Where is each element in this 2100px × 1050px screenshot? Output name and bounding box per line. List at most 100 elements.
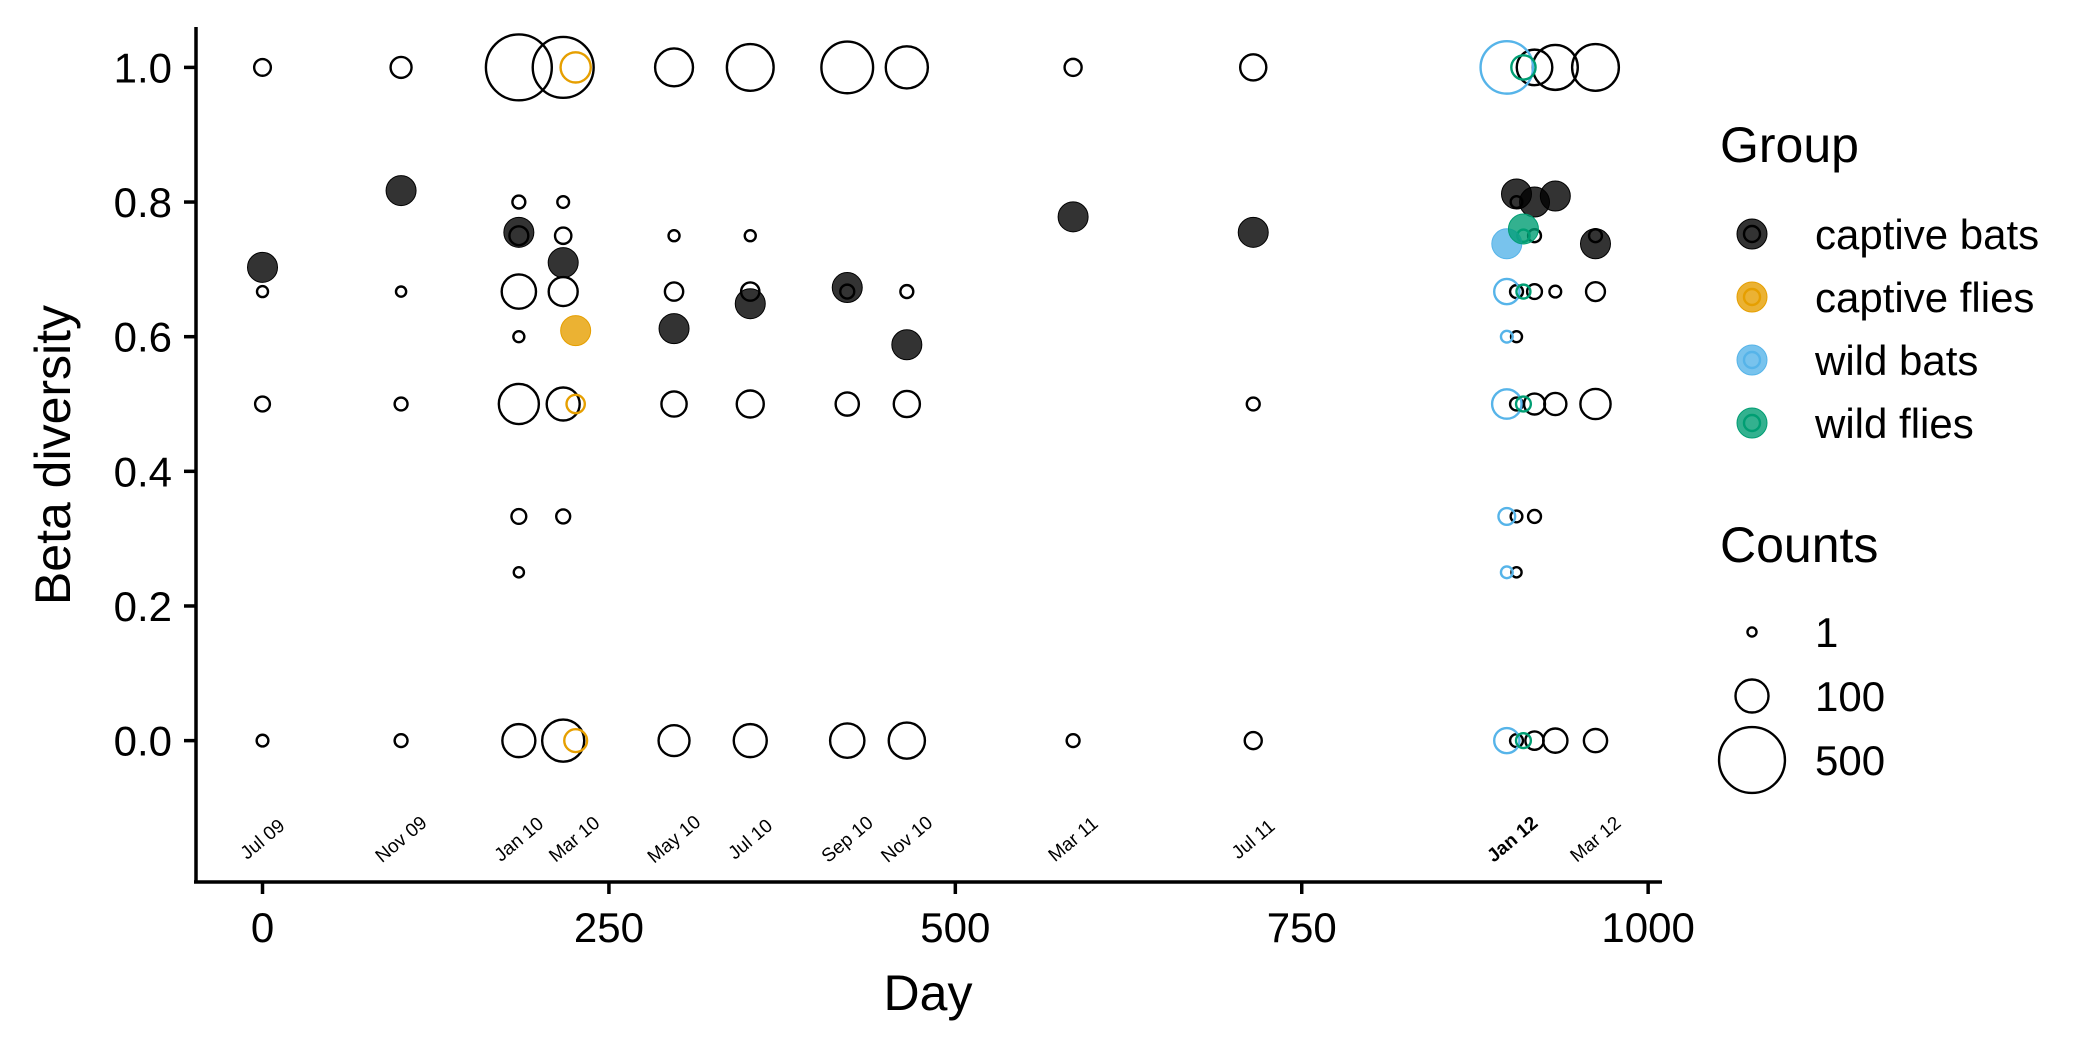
count-marker-captive-bats <box>820 40 875 95</box>
count-marker-captive-bats <box>653 47 695 88</box>
count-marker-captive-bats <box>253 395 272 413</box>
legend-key-captive-bats <box>1736 218 1768 250</box>
count-marker-captive-bats <box>667 228 681 243</box>
count-marker-captive-bats <box>393 396 409 412</box>
legend-key-captive-flies <box>1736 281 1768 313</box>
count-marker-captive-flies <box>563 728 589 754</box>
count-marker-captive-bats <box>884 45 930 90</box>
count-marker-captive-bats <box>497 382 541 426</box>
count-marker-captive-bats <box>545 386 581 422</box>
legend-key-ring-wild-bats <box>1742 350 1762 370</box>
count-marker-wild-bats <box>1493 277 1521 306</box>
mean-marker-captive-flies <box>560 315 592 347</box>
count-marker-captive-bats <box>1579 387 1612 421</box>
count-marker-captive-bats <box>1515 48 1554 87</box>
y-axis-label: Beta diversity <box>25 305 81 605</box>
legend-label-wild-flies: wild flies <box>1814 400 1974 447</box>
count-marker-wild-flies <box>1514 395 1533 413</box>
legend-label-wild-bats: wild bats <box>1814 337 1978 384</box>
mean-marker-captive-bats <box>1539 180 1571 212</box>
date-label: May 10 <box>644 812 705 868</box>
mean-marker-captive-bats <box>247 251 279 283</box>
count-marker-wild-bats <box>1499 565 1514 580</box>
count-marker-captive-bats <box>556 194 571 210</box>
mean-markers <box>247 175 1611 361</box>
date-label: Mar 12 <box>1567 813 1626 867</box>
count-marker-captive-bats <box>1509 509 1524 524</box>
count-marker-captive-bats <box>828 722 866 759</box>
date-label: Jan 10 <box>491 813 548 866</box>
count-marker-captive-bats <box>1548 284 1563 299</box>
date-label: Sep 10 <box>818 812 878 867</box>
date-label: Nov 10 <box>877 812 937 867</box>
y-tick-label: 0.4 <box>114 448 172 495</box>
y-tick-label: 0.6 <box>114 314 172 361</box>
legend-count-key <box>1746 626 1758 638</box>
mean-marker-captive-bats <box>1579 228 1611 260</box>
count-marker-wild-bats <box>1490 388 1523 420</box>
mean-marker-captive-bats <box>831 272 863 304</box>
count-marker-captive-bats <box>735 389 765 419</box>
count-marker-captive-bats <box>892 389 922 419</box>
mean-marker-captive-bats <box>503 216 535 248</box>
count-marker-captive-bats <box>393 732 409 749</box>
y-tick-label: 0.2 <box>114 583 172 630</box>
count-marker-captive-bats <box>1584 280 1607 303</box>
mean-marker-captive-bats <box>547 247 579 279</box>
y-tick-label: 0.8 <box>114 179 172 226</box>
count-marker-captive-bats <box>252 57 273 77</box>
date-label: Mar 11 <box>1045 813 1103 866</box>
count-marker-captive-bats <box>1238 53 1268 82</box>
legend-key-wild-bats <box>1736 344 1768 376</box>
legend-label-captive-flies: captive flies <box>1815 274 2034 321</box>
count-marker-captive-bats <box>732 722 768 759</box>
count-marker-captive-bats <box>1243 730 1263 751</box>
count-marker-captive-bats <box>660 390 688 418</box>
count-marker-captive-flies <box>565 393 587 415</box>
count-marker-captive-bats <box>657 723 691 758</box>
date-label: Jul 09 <box>237 815 289 864</box>
legend-group-title: Group <box>1720 117 1859 173</box>
count-marker-captive-bats <box>484 33 553 102</box>
x-tick-label: 0 <box>251 904 274 951</box>
count-marker-wild-bats <box>1497 506 1517 526</box>
count-marker-captive-bats <box>743 228 757 243</box>
count-marker-captive-bats <box>512 329 526 344</box>
count-marker-captive-bats <box>553 226 573 246</box>
legend-count-label: 1 <box>1815 609 1838 656</box>
count-marker-captive-bats <box>555 508 572 525</box>
x-axis-label: Day <box>884 965 973 1021</box>
date-label: Jul 10 <box>725 815 777 864</box>
legend-key-ring-wild-flies <box>1742 413 1762 433</box>
count-marker-captive-bats <box>531 35 595 100</box>
date-label: Jul 11 <box>1228 816 1279 864</box>
legend-count-key <box>1734 678 1770 714</box>
legend-label-captive-bats: captive bats <box>1815 211 2039 258</box>
legend: Group captive bats captive flies wild bats… <box>1717 117 2039 795</box>
count-marker-captive-bats <box>1543 391 1568 417</box>
date-label: Nov 09 <box>372 812 432 867</box>
x-tick-label: 250 <box>574 904 644 951</box>
count-marker-captive-bats <box>511 194 527 210</box>
mean-marker-captive-bats <box>1057 201 1089 233</box>
legend-key-wild-flies <box>1736 407 1768 439</box>
legend-group-entries: captive bats captive flies wild bats wild f… <box>1736 211 2039 447</box>
count-marker-captive-bats <box>255 733 270 748</box>
count-marker-captive-bats <box>500 273 538 310</box>
count-marker-wild-bats <box>1499 329 1514 344</box>
count-marker-captive-bats <box>394 285 408 298</box>
count-marker-captive-bats <box>1526 508 1543 525</box>
date-label: Jan 12 <box>1483 813 1542 867</box>
legend-count-entries: 1 100 500 <box>1717 609 1885 795</box>
count-marker-captive-flies <box>559 51 592 84</box>
legend-key-ring-captive-flies <box>1742 287 1762 307</box>
date-label: Mar 10 <box>545 813 604 867</box>
count-marker-captive-bats <box>899 283 915 300</box>
count-marker-captive-bats <box>1509 329 1524 344</box>
legend-count-key <box>1717 725 1787 795</box>
count-marker-captive-bats <box>1510 566 1523 579</box>
axes <box>194 27 1662 884</box>
legend-count-label: 500 <box>1815 737 1885 784</box>
count-marker-captive-bats <box>1570 42 1621 92</box>
